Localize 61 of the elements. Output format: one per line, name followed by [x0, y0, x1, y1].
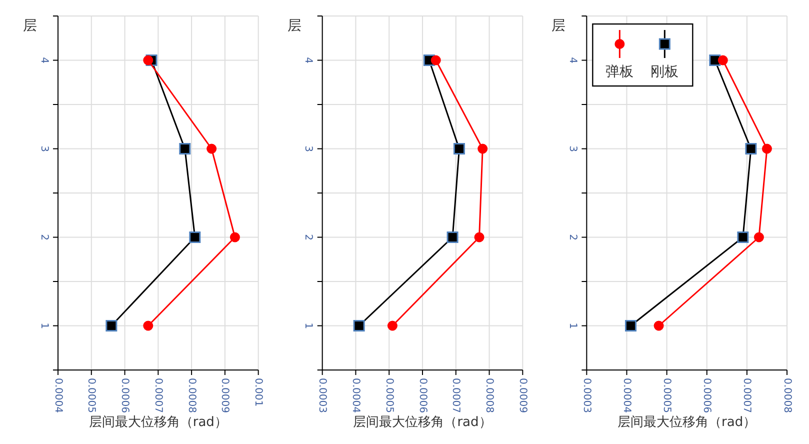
y-tick-label: 1 — [38, 322, 50, 329]
x-tick-label: 0.0003 — [580, 378, 592, 413]
y-tick-label: 1 — [566, 322, 578, 329]
x-tick-label: 0.0008 — [781, 378, 792, 413]
point — [737, 232, 749, 243]
point — [446, 232, 458, 243]
point — [624, 320, 636, 332]
point — [478, 144, 488, 154]
point — [745, 143, 757, 154]
x-tick-label: 0.0004 — [52, 378, 64, 413]
point — [189, 232, 201, 243]
x-tick-label: 0.0008 — [484, 378, 495, 413]
x-tick-label: 0.0005 — [661, 378, 672, 413]
point — [453, 143, 465, 154]
y-tick-label: 2 — [38, 234, 50, 240]
y-tick-label: 1 — [302, 322, 314, 329]
y-tick-label: 4 — [302, 57, 314, 64]
x-axis-title: 层间最大位移角（rad） — [618, 415, 756, 430]
point — [206, 144, 217, 154]
x-tick-label: 0.0006 — [701, 378, 712, 413]
point — [387, 320, 398, 331]
point — [718, 55, 728, 66]
x-tick-label: 0.0003 — [316, 378, 328, 413]
point — [754, 232, 764, 242]
y-tick-label: 4 — [566, 57, 578, 64]
y-tick-label: 3 — [566, 146, 578, 152]
point — [143, 55, 154, 66]
y-axis-title: 层 — [287, 18, 302, 34]
x-tick-label: 0.0006 — [119, 378, 130, 413]
legend-label: 弹板 — [606, 64, 634, 80]
point — [430, 55, 441, 66]
x-tick-label: 0.0004 — [621, 378, 632, 413]
y-axis-title: 层 — [23, 18, 37, 34]
x-tick-label: 0.0009 — [219, 378, 230, 413]
point — [762, 144, 772, 154]
x-tick-label: 0.0007 — [152, 378, 164, 413]
x-tick-label: 0.0009 — [516, 378, 528, 413]
y-tick-label: 2 — [302, 234, 314, 240]
point — [106, 320, 118, 332]
x-tick-label: 0.0008 — [186, 378, 197, 413]
x-tick-label: 0.0004 — [350, 378, 361, 413]
x-tick-label: 0.001 — [252, 378, 264, 407]
y-tick-label: 3 — [302, 146, 314, 152]
x-tick-label: 0.0007 — [741, 378, 752, 413]
point — [230, 232, 240, 242]
point — [353, 320, 365, 332]
legend-label: 刚板 — [650, 64, 679, 80]
y-tick-label: 3 — [38, 146, 50, 152]
point — [179, 143, 191, 154]
x-tick-label: 0.0006 — [416, 378, 428, 413]
x-axis-title: 层间最大位移角（rad） — [353, 415, 492, 430]
point — [474, 232, 484, 242]
y-axis-title: 层 — [552, 18, 566, 34]
point — [143, 320, 154, 331]
y-tick-label: 2 — [566, 234, 578, 240]
point — [654, 320, 664, 331]
x-axis-title: 层间最大位移角（rad） — [88, 415, 228, 430]
y-tick-label: 4 — [38, 57, 50, 64]
x-tick-label: 0.0005 — [383, 378, 394, 413]
x-tick-label: 0.0007 — [450, 378, 462, 413]
x-tick-label: 0.0005 — [86, 378, 97, 413]
